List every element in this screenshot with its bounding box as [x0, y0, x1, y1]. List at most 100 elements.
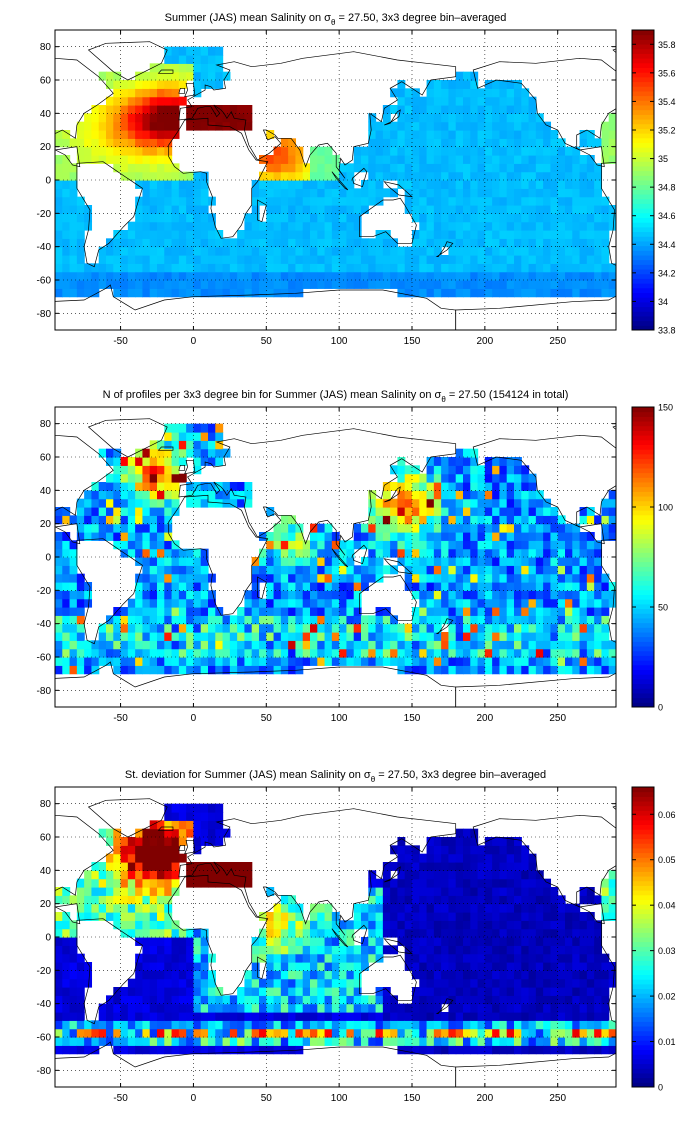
- heatmap-cell: [62, 271, 71, 281]
- heatmap-cell: [215, 870, 224, 880]
- heatmap-cell: [506, 995, 515, 1005]
- heatmap-cell: [76, 978, 85, 988]
- heatmap-cell: [266, 987, 275, 996]
- heatmap-cell: [455, 1045, 464, 1055]
- heatmap-cell: [361, 903, 369, 913]
- heatmap-cell: [448, 188, 457, 198]
- heatmap-cell: [273, 246, 282, 256]
- heatmap-cell: [237, 862, 246, 871]
- colorbar-swatch: [632, 538, 654, 544]
- heatmap-cell: [412, 1045, 420, 1055]
- heatmap-cell: [433, 1020, 442, 1030]
- y-tick-label: -60: [37, 276, 52, 287]
- heatmap-cell: [586, 263, 595, 273]
- heatmap-cell: [470, 845, 479, 855]
- heatmap-cell: [331, 995, 340, 1005]
- heatmap-cell: [565, 221, 573, 231]
- heatmap-cell: [499, 590, 508, 600]
- heatmap-cell: [412, 188, 420, 198]
- heatmap-cell: [266, 230, 275, 239]
- heatmap-cell: [157, 1020, 165, 1030]
- heatmap-cell: [535, 920, 544, 930]
- heatmap-cell: [506, 80, 515, 89]
- heatmap-cell: [463, 288, 471, 298]
- heatmap-cell: [346, 582, 355, 591]
- heatmap-cell: [208, 970, 216, 980]
- heatmap-cell: [164, 812, 173, 821]
- heatmap-cell: [113, 1020, 122, 1030]
- heatmap-cell: [448, 88, 457, 98]
- heatmap-cell: [535, 987, 544, 996]
- heatmap-cell: [171, 246, 180, 256]
- heatmap-cell: [543, 978, 552, 988]
- heatmap-cell: [514, 146, 522, 156]
- colorbar-swatch: [632, 561, 654, 567]
- colorbar-swatch: [632, 650, 654, 656]
- heatmap-cell: [528, 598, 537, 608]
- heatmap-cell: [339, 573, 348, 583]
- heatmap-cell: [390, 88, 399, 98]
- heatmap-cell: [419, 862, 428, 871]
- heatmap-cell: [543, 565, 552, 575]
- heatmap-cell: [404, 96, 413, 106]
- heatmap-cell: [470, 632, 479, 641]
- heatmap-cell: [492, 255, 501, 264]
- heatmap-cell: [310, 590, 318, 600]
- heatmap-cell: [259, 598, 267, 608]
- heatmap-cell: [317, 928, 326, 938]
- heatmap-cell: [572, 213, 581, 223]
- heatmap-cell: [404, 953, 413, 963]
- heatmap-cell: [368, 1012, 377, 1021]
- heatmap-cell: [492, 1037, 501, 1046]
- heatmap-cell: [404, 188, 413, 198]
- heatmap-cell: [375, 623, 384, 633]
- heatmap-cell: [557, 1037, 566, 1046]
- heatmap-cell: [280, 657, 289, 666]
- heatmap-cell: [557, 640, 566, 650]
- heatmap-cell: [397, 665, 406, 675]
- heatmap-cell: [76, 987, 85, 996]
- heatmap-cell: [484, 648, 493, 658]
- heatmap-cell: [448, 1020, 457, 1030]
- heatmap-cell: [426, 565, 435, 575]
- heatmap-cell: [178, 937, 187, 946]
- heatmap-cell: [404, 665, 413, 675]
- heatmap-cell: [171, 582, 180, 591]
- heatmap-cell: [178, 970, 187, 980]
- heatmap-cell: [455, 632, 464, 641]
- heatmap-cell: [441, 962, 450, 971]
- heatmap-cell: [484, 632, 493, 641]
- heatmap-cell: [477, 657, 486, 666]
- heatmap-cell: [339, 640, 348, 650]
- heatmap-cell: [404, 1028, 413, 1038]
- heatmap-cell: [186, 246, 195, 256]
- heatmap-cell: [62, 163, 71, 173]
- heatmap-cell: [412, 573, 420, 583]
- heatmap-cell: [608, 1045, 616, 1055]
- heatmap-cell: [463, 828, 471, 838]
- heatmap-cell: [594, 1028, 603, 1038]
- heatmap-cell: [98, 490, 107, 500]
- heatmap-cell: [426, 878, 435, 888]
- heatmap-cell: [280, 263, 289, 273]
- heatmap-cell: [62, 895, 71, 905]
- heatmap-cell: [273, 995, 282, 1005]
- heatmap-cell: [55, 598, 63, 608]
- heatmap-cell: [178, 238, 187, 248]
- heatmap-cell: [229, 246, 238, 256]
- heatmap-cell: [492, 665, 501, 675]
- heatmap-cell: [208, 978, 216, 988]
- heatmap-cell: [120, 288, 129, 298]
- heatmap-cell: [222, 665, 231, 675]
- heatmap-cell: [601, 138, 610, 148]
- heatmap-cell: [251, 953, 260, 963]
- heatmap-cell: [222, 862, 231, 871]
- heatmap-cell: [572, 271, 581, 281]
- heatmap-cell: [470, 88, 479, 98]
- heatmap-cell: [324, 238, 333, 248]
- colorbar-swatch: [632, 407, 654, 413]
- colorbar-swatch: [632, 217, 654, 223]
- heatmap-cell: [222, 263, 231, 273]
- heatmap-cell: [521, 945, 530, 955]
- heatmap-cell: [288, 648, 297, 658]
